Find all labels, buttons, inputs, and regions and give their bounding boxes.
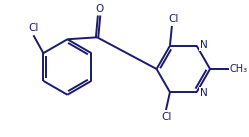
Text: Cl: Cl: [162, 112, 172, 122]
Text: Cl: Cl: [169, 14, 179, 24]
Text: CH₃: CH₃: [230, 64, 248, 74]
Text: Cl: Cl: [28, 23, 39, 33]
Text: N: N: [200, 88, 207, 98]
Text: O: O: [95, 4, 103, 14]
Text: N: N: [200, 40, 207, 50]
